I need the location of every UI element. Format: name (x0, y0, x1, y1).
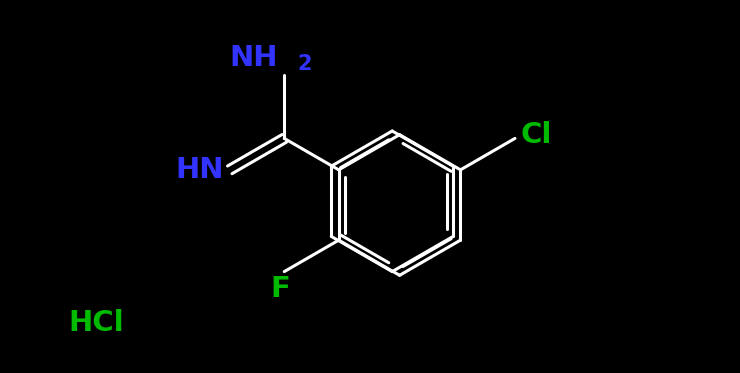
Text: NH: NH (230, 44, 278, 72)
Text: HN: HN (175, 156, 224, 184)
Text: Cl: Cl (521, 121, 552, 149)
Text: F: F (271, 275, 291, 303)
Text: 2: 2 (297, 54, 312, 74)
Text: HCl: HCl (68, 309, 124, 338)
